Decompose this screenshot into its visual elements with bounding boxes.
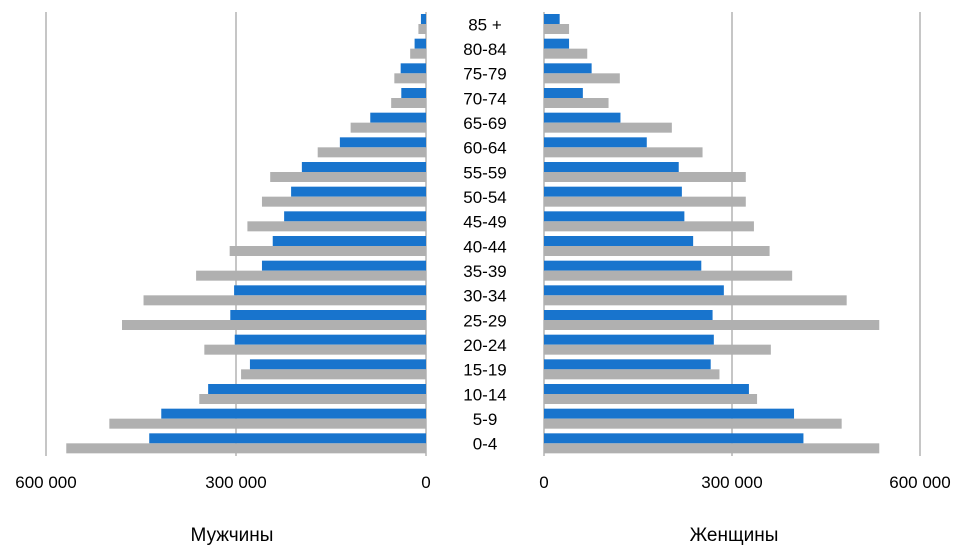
bar-right-1-40-44	[544, 246, 770, 256]
bar-left-1-45-49	[247, 221, 426, 232]
panel-label-right: Женщины	[690, 525, 779, 546]
bar-left-1-40-44	[229, 246, 426, 256]
bar-right-1-45-49	[544, 221, 754, 232]
tick-label-right-1: 300 000	[701, 473, 762, 492]
age-label: 30-34	[463, 287, 506, 306]
bar-right-1-35-39	[544, 270, 793, 281]
bar-right-0-40-44	[544, 236, 694, 246]
bar-right-1-20-24	[544, 344, 771, 355]
tick-label-right-0: 0	[539, 473, 548, 492]
bar-right-1-50-54	[544, 196, 746, 207]
bar-right-0-25-29	[544, 310, 713, 320]
bar-right-0-80-84	[544, 38, 570, 49]
bar-left-1-55-59	[270, 172, 426, 182]
age-label: 0-4	[473, 435, 498, 454]
bar-right-0-20-24	[544, 334, 714, 345]
tick-label-left-0: 0	[421, 473, 430, 492]
tick-label-left-1: 300 000	[205, 473, 266, 492]
bar-right-0-55-59	[544, 162, 679, 172]
bar-left-0-65-69	[370, 112, 426, 123]
age-label: 45-49	[463, 213, 506, 232]
bar-right-0-30-34	[544, 285, 724, 296]
bar-left-0-50-54	[291, 186, 426, 197]
bar-right-1-65-69	[544, 122, 672, 133]
bar-right-0-0-4	[544, 433, 804, 444]
bar-right-0-10-14	[544, 384, 749, 394]
age-label: 80-84	[463, 40, 506, 59]
bar-left-0-30-34	[234, 285, 426, 296]
bar-right-0-85	[544, 14, 560, 24]
age-label: 60-64	[463, 139, 506, 158]
panel-label-left: Мужчины	[191, 525, 274, 546]
age-label: 10-14	[463, 385, 506, 404]
bar-left-1-65-69	[350, 122, 426, 133]
bar-left-0-5-9	[161, 408, 426, 419]
bar-left-1-5-9	[109, 418, 426, 429]
bar-left-1-20-24	[204, 344, 426, 355]
tick-label-right-2: 600 000	[889, 473, 950, 492]
age-label: 65-69	[463, 114, 506, 133]
bar-left-1-75-79	[394, 73, 426, 84]
bar-right-1-15-19	[544, 369, 720, 380]
bar-right-1-30-34	[544, 295, 847, 306]
age-label: 40-44	[463, 237, 506, 256]
bar-left-0-20-24	[234, 334, 426, 345]
bar-right-0-15-19	[544, 359, 711, 370]
bar-right-0-45-49	[544, 211, 685, 222]
age-label: 70-74	[463, 89, 506, 108]
bar-left-0-10-14	[208, 384, 426, 394]
bar-left-1-0-4	[66, 443, 427, 454]
bar-left-0-40-44	[272, 236, 426, 246]
bar-left-0-60-64	[339, 137, 426, 148]
bar-right-0-35-39	[544, 260, 702, 271]
bar-left-0-25-29	[230, 310, 426, 320]
age-label: 20-24	[463, 336, 506, 355]
bar-right-0-50-54	[544, 186, 682, 197]
bar-left-1-10-14	[199, 394, 426, 404]
bar-right-0-5-9	[544, 408, 795, 419]
bar-left-1-85	[418, 24, 426, 34]
bar-left-0-45-49	[284, 211, 426, 222]
tick-label-left-2: 600 000	[15, 473, 76, 492]
age-label: 50-54	[463, 188, 506, 207]
bar-left-0-35-39	[261, 260, 426, 271]
bar-right-1-0-4	[544, 443, 880, 454]
bar-left-1-25-29	[122, 320, 426, 330]
bar-right-0-70-74	[544, 88, 583, 98]
age-label: 15-19	[463, 361, 506, 380]
bar-right-1-55-59	[544, 172, 746, 182]
bar-left-0-15-19	[249, 359, 426, 370]
bar-right-1-25-29	[544, 320, 880, 330]
bar-right-1-75-79	[544, 73, 620, 84]
bar-left-0-0-4	[149, 433, 426, 444]
bar-left-0-75-79	[400, 63, 426, 74]
age-label: 55-59	[463, 163, 506, 182]
bar-left-1-70-74	[391, 98, 426, 108]
bar-left-0-80-84	[414, 38, 426, 49]
bar-left-0-55-59	[301, 162, 426, 172]
age-label: 85 +	[468, 15, 502, 34]
bar-right-1-80-84	[544, 48, 588, 59]
bar-right-1-70-74	[544, 98, 609, 108]
bar-left-1-35-39	[196, 270, 426, 281]
bar-right-0-60-64	[544, 137, 647, 148]
bar-left-1-50-54	[261, 196, 426, 207]
bar-right-1-85	[544, 24, 570, 34]
bar-left-0-85	[420, 14, 426, 24]
bar-right-1-5-9	[544, 418, 842, 429]
age-label: 75-79	[463, 65, 506, 84]
bar-right-1-60-64	[544, 147, 703, 158]
bar-left-1-30-34	[143, 295, 427, 306]
age-label: 35-39	[463, 262, 506, 281]
bar-left-0-70-74	[401, 88, 426, 98]
bar-left-1-60-64	[317, 147, 426, 158]
age-label: 5-9	[473, 410, 498, 429]
bar-left-1-80-84	[410, 48, 426, 59]
bar-right-0-75-79	[544, 63, 592, 74]
bar-right-1-10-14	[544, 394, 758, 404]
age-label: 25-29	[463, 311, 506, 330]
bar-right-0-65-69	[544, 112, 621, 123]
bar-left-1-15-19	[241, 369, 426, 380]
